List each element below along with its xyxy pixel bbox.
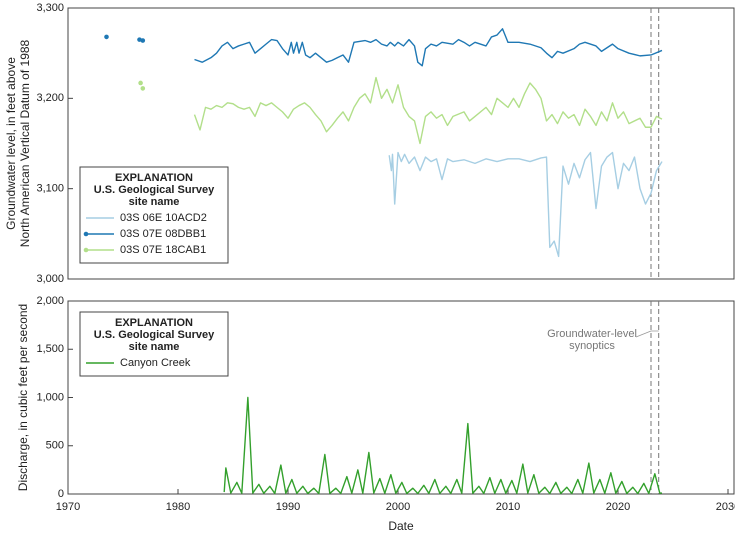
- legend-box: [79, 166, 229, 264]
- y-tick-label: 1,000: [36, 391, 64, 403]
- x-tick-label: 1980: [166, 501, 190, 513]
- annotation: synoptics: [569, 340, 615, 352]
- x-tick-label: 2000: [386, 501, 410, 513]
- legend-label: 03S 06E 10ACD2: [120, 212, 207, 224]
- y-axis-label: Discharge, in cubic feet per second: [16, 304, 30, 491]
- y-axis-label: North American Vertical Datum of 1988: [18, 39, 32, 247]
- y-axis-label: Groundwater level, in feet above: [4, 57, 18, 230]
- x-axis-label: Date: [388, 519, 414, 533]
- annotation: Groundwater-level: [547, 328, 637, 340]
- y-tick-label: 2,000: [36, 295, 64, 307]
- legend-title: U.S. Geological Survey: [94, 184, 215, 196]
- y-tick-label: 0: [58, 488, 64, 500]
- legend-title: U.S. Geological Survey: [94, 329, 215, 341]
- annotation-leader: [635, 330, 659, 338]
- y-tick-label: 500: [46, 440, 64, 452]
- data-point: [138, 80, 143, 86]
- x-tick-label: 1970: [56, 501, 80, 513]
- y-tick-label: 1,500: [36, 343, 64, 355]
- plot-frame: [67, 7, 735, 280]
- legend-title: site name: [129, 196, 180, 208]
- y-tick-label: 3,000: [36, 273, 64, 285]
- series-line: [388, 151, 663, 258]
- x-tick-label: 2030: [716, 501, 735, 513]
- legend-title: EXPLANATION: [115, 172, 193, 184]
- series-line: [193, 76, 663, 145]
- y-tick-label: 3,100: [36, 183, 64, 195]
- legend-label: 03S 07E 18CAB1: [120, 244, 206, 256]
- x-tick-label: 1990: [276, 501, 300, 513]
- x-tick-label: 2010: [496, 501, 520, 513]
- y-tick-label: 3,200: [36, 92, 64, 104]
- data-point: [140, 38, 146, 43]
- legend-label: 03S 07E 08DBB1: [120, 228, 206, 240]
- x-tick-label: 2020: [606, 501, 630, 513]
- series-line: [223, 396, 663, 495]
- y-tick-label: 3,300: [36, 2, 64, 14]
- legend-marker: [83, 231, 89, 237]
- legend-marker: [83, 247, 89, 253]
- legend-title: site name: [129, 341, 180, 353]
- legend-box: [79, 311, 229, 377]
- data-point: [104, 34, 109, 40]
- series-line: [194, 28, 663, 67]
- data-point: [140, 86, 146, 91]
- legend-label: Canyon Creek: [120, 357, 191, 369]
- legend-title: EXPLANATION: [115, 317, 193, 329]
